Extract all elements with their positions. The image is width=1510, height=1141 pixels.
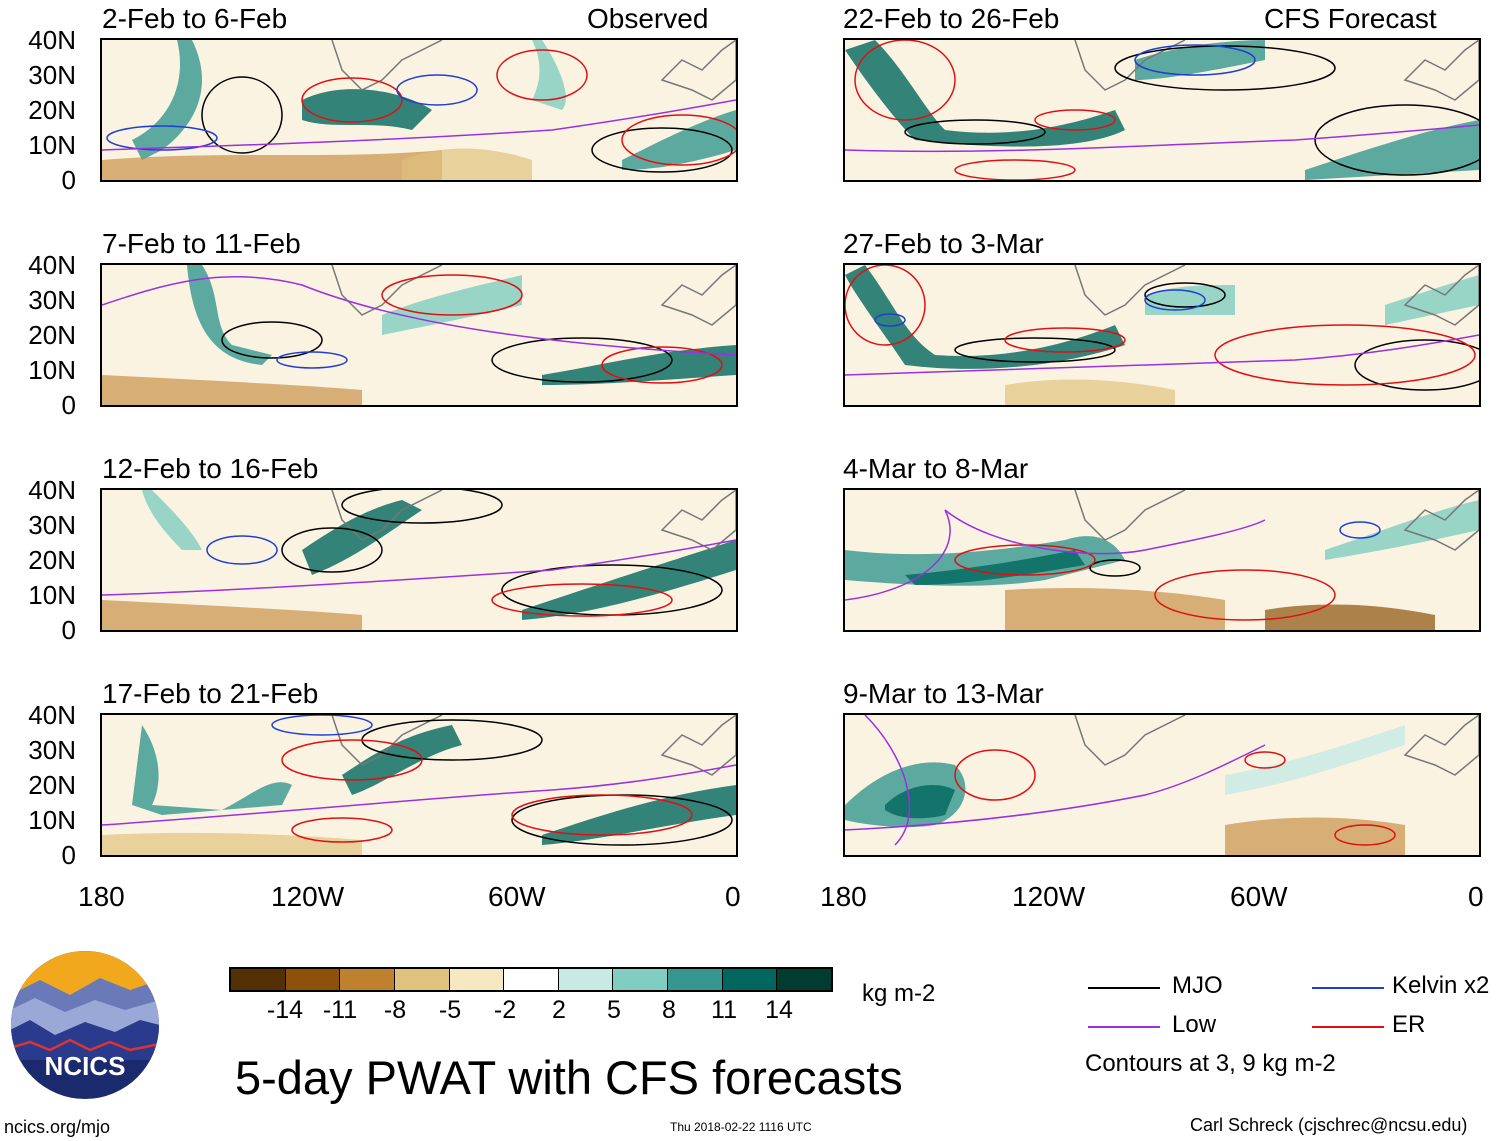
lat-label: 0: [61, 390, 76, 420]
colorbar-label: -14: [266, 996, 304, 1024]
map-panel-cfs-3: [843, 488, 1481, 632]
observed-header: Observed: [587, 3, 709, 34]
author-credit: Carl Schreck (cjschrec@ncsu.edu): [1190, 1115, 1468, 1135]
lat-label: 40N: [28, 250, 76, 280]
lon-label: 60W: [1230, 881, 1288, 912]
lat-label: 40N: [28, 700, 76, 730]
lat-label: 10N: [28, 805, 76, 835]
lat-label: 10N: [28, 355, 76, 385]
panel-title-6: 27-Feb to 3-Mar: [843, 228, 1044, 259]
lat-label: 20N: [28, 545, 76, 575]
colorbar-label: 14: [765, 996, 793, 1024]
panel-title-2: 7-Feb to 11-Feb: [102, 228, 301, 259]
colorbar-swatch: [449, 969, 505, 990]
site-link[interactable]: ncics.org/mjo: [4, 1117, 111, 1137]
colorbar-swatch: [668, 969, 723, 990]
lat-label: 0: [61, 840, 76, 870]
lat-label: 40N: [28, 25, 76, 55]
colorbar-label: 11: [711, 996, 737, 1024]
colorbar-label: -5: [438, 996, 462, 1024]
lat-label: 10N: [28, 580, 76, 610]
legend-label-er: ER: [1392, 1011, 1426, 1038]
lat-label: 30N: [28, 735, 76, 765]
main-title: 5-day PWAT with CFS forecasts: [235, 1051, 903, 1104]
colorbar-swatch: [231, 969, 286, 990]
lon-label: 60W: [488, 881, 546, 912]
colorbar-swatch: [285, 969, 341, 990]
legend-label-kelvin: Kelvin x2: [1392, 972, 1490, 999]
panel-title-4: 17-Feb to 21-Feb: [102, 678, 319, 709]
colorbar-units: kg m-2: [862, 980, 936, 1007]
colorbar-label: -8: [383, 996, 407, 1024]
map-panel-cfs-1: [843, 38, 1481, 182]
cfs-forecast-header: CFS Forecast: [1264, 3, 1437, 34]
legend-line-er: [1312, 1026, 1384, 1028]
lon-label: 120W: [1012, 881, 1086, 912]
lat-label: 0: [61, 165, 76, 195]
panel-title-3: 12-Feb to 16-Feb: [102, 453, 319, 484]
map-panel-cfs-2: [843, 263, 1481, 407]
ncics-logo: NCICS: [10, 950, 160, 1100]
colorbar-label: 8: [662, 996, 676, 1024]
lat-label: 30N: [28, 60, 76, 90]
lon-label: 180: [78, 881, 125, 912]
colorbar-swatch: [558, 969, 614, 990]
panel-title-8: 9-Mar to 13-Mar: [843, 678, 1044, 709]
lon-label: 0: [1468, 881, 1484, 912]
lat-label: 10N: [28, 130, 76, 160]
colorbar-swatch: [504, 969, 559, 990]
map-panel-obs-4: [100, 713, 738, 857]
colorbar-swatch: [777, 969, 832, 990]
lon-label: 120W: [271, 881, 345, 912]
map-panel-obs-1: [100, 38, 738, 182]
panel-title-1: 2-Feb to 6-Feb: [102, 3, 288, 34]
colorbar-swatch: [722, 969, 778, 990]
panel-title-7: 4-Mar to 8-Mar: [843, 453, 1029, 484]
timestamp: Thu 2018-02-22 1116 UTC: [670, 1120, 812, 1134]
lat-label: 30N: [28, 285, 76, 315]
logo-text: NCICS: [45, 1051, 126, 1081]
pwat-colorbar: [229, 967, 833, 992]
contour-note: Contours at 3, 9 kg m-2: [1085, 1050, 1336, 1077]
map-panel-cfs-4: [843, 713, 1481, 857]
colorbar-label: 2: [552, 996, 566, 1024]
colorbar-swatch: [394, 969, 450, 990]
legend-line-kelvin: [1312, 987, 1384, 989]
colorbar-label: -11: [322, 996, 358, 1024]
lat-label: 30N: [28, 510, 76, 540]
legend-label-mjo: MJO: [1172, 972, 1223, 999]
panel-title-5: 22-Feb to 26-Feb: [843, 3, 1060, 34]
colorbar-swatch: [613, 969, 669, 990]
map-panel-obs-3: [100, 488, 738, 632]
legend-line-mjo: [1088, 987, 1160, 989]
lat-label: 20N: [28, 770, 76, 800]
lon-label: 0: [725, 881, 741, 912]
colorbar-swatch: [340, 969, 395, 990]
lat-label: 0: [61, 615, 76, 645]
lon-label: 180: [820, 881, 867, 912]
lat-label: 40N: [28, 475, 76, 505]
legend-line-low: [1088, 1026, 1160, 1028]
lat-label: 20N: [28, 320, 76, 350]
colorbar-label: -2: [493, 996, 517, 1024]
legend-label-low: Low: [1172, 1011, 1217, 1038]
lat-label: 20N: [28, 95, 76, 125]
map-panel-obs-2: [100, 263, 738, 407]
colorbar-label: 5: [607, 996, 621, 1024]
